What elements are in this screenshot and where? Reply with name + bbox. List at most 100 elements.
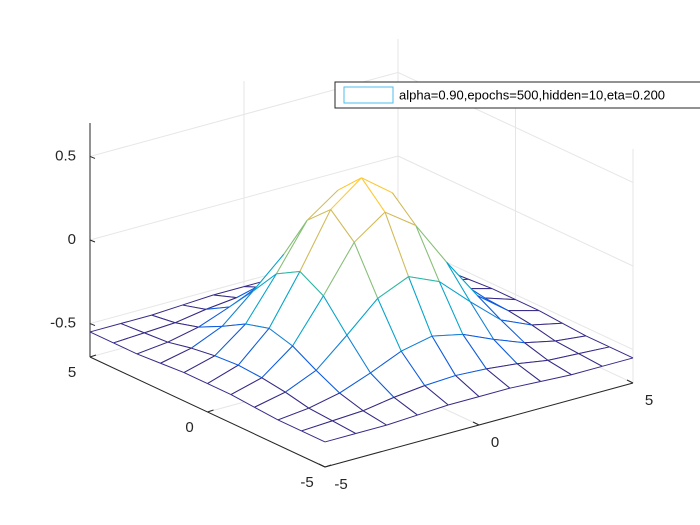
z-tick-label: 0.5 [55,147,76,164]
mesh-face [524,340,579,361]
mesh-edge [469,301,495,340]
mesh-face [439,281,494,340]
mesh-edge [478,387,510,398]
mesh-edge [324,433,356,443]
mesh-edge [330,177,362,210]
mesh-edge [400,335,433,352]
mesh-edge [261,345,293,379]
mesh-edge [322,242,355,297]
mesh-face [547,353,603,375]
mesh-edge [113,342,138,355]
mesh-edge [393,396,418,416]
mesh-face [299,209,355,296]
mesh-edge [230,394,255,408]
mesh-face [470,301,525,343]
mesh-edge [446,261,471,302]
mesh-edge [493,339,518,365]
mesh-face [316,335,371,394]
mesh-edge [486,363,518,370]
mesh-edge [386,414,418,426]
mesh-edge [144,322,176,334]
mesh-edge [213,294,237,299]
mesh-face [231,377,286,408]
x-tick-label: -5 [334,476,347,493]
mesh-edge [462,334,487,370]
mesh-edge [285,391,310,409]
mesh-face [477,295,532,325]
mesh-edge [431,335,456,376]
mesh-edge [547,353,579,361]
mesh-edge [245,323,270,329]
mesh-face [301,420,356,442]
mesh-edge [191,325,223,349]
mesh-edge [252,254,285,292]
mesh-edge [292,345,317,371]
mesh-edge [469,301,502,321]
y-tick-label: -5 [300,474,313,491]
mesh-edge [393,385,425,398]
mesh-edge [285,369,317,393]
mesh-edge [207,364,239,385]
mesh-face [167,326,223,349]
x-tick-label: 5 [645,392,653,409]
mesh-edge [261,377,286,393]
mesh-face [346,298,402,373]
mesh-edge [424,385,449,406]
mesh-face [207,365,262,395]
mesh-edge [301,430,326,443]
mesh-edge [120,323,145,334]
mesh-edge [408,276,433,337]
mesh-face [500,320,556,343]
mesh-face [222,273,277,327]
mesh-edge [144,332,168,343]
mesh-edge [229,290,254,308]
mesh-edge [198,325,223,328]
mesh-edge [346,298,379,336]
mesh-face [363,397,418,426]
mesh-edge [509,380,541,389]
legend-box [334,81,700,109]
mesh-edge [230,377,263,396]
mesh-edge [353,211,386,243]
mesh-edge [113,332,145,344]
mesh-edge [308,407,333,422]
mesh-edge [207,383,232,396]
mesh-edge [167,341,192,349]
mesh-edge [175,322,199,328]
mesh-edge [377,298,402,352]
mesh-face [245,271,300,329]
mesh-edge [332,420,357,434]
mesh-edge [277,419,302,432]
mesh-edge [315,334,348,371]
mesh-edge [214,355,239,366]
mesh-face [308,393,364,421]
mesh-edge [120,314,152,325]
mesh-edge [517,359,548,365]
mesh-edge [346,334,371,374]
mesh-face [385,212,440,282]
mesh-edge [353,242,379,299]
mesh-edge [438,281,464,335]
mesh-face [370,351,425,398]
mesh-face [462,334,518,369]
mesh-face [276,209,331,274]
mesh-edge [500,319,532,326]
mesh-edge [446,261,478,296]
legend-label: alpha=0.90,epochs=500,hidden=10,eta=0.20… [399,87,665,102]
mesh-face [113,332,168,354]
mesh-edge [477,295,509,312]
mesh-edge [462,333,494,340]
mesh-edge [283,220,308,255]
mesh-edge [455,368,487,377]
mesh-edge [400,350,426,386]
mesh-edge [362,396,395,412]
mesh-face [486,363,541,389]
mesh-edge [252,273,277,292]
z-tick [89,239,96,243]
mesh-edge [493,338,525,344]
mesh-edge [384,211,416,226]
mesh-face [191,324,246,356]
mesh-edge [500,319,525,344]
mesh-face [393,385,449,416]
